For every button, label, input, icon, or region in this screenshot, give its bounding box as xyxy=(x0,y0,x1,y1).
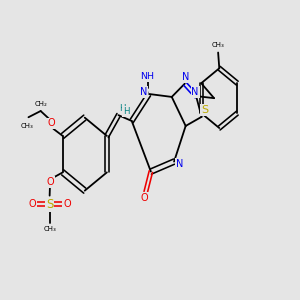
Text: N: N xyxy=(182,72,189,82)
Text: H: H xyxy=(123,107,129,116)
Text: CH₂: CH₂ xyxy=(35,100,48,106)
Text: CH₃: CH₃ xyxy=(43,226,56,232)
Text: S: S xyxy=(46,198,53,211)
Text: N: N xyxy=(191,87,199,97)
Text: O: O xyxy=(47,118,55,128)
Text: CH₃: CH₃ xyxy=(21,123,33,129)
Text: CH₃: CH₃ xyxy=(212,43,224,49)
Text: H: H xyxy=(119,103,125,112)
Text: S: S xyxy=(201,105,208,115)
Text: O: O xyxy=(63,199,71,209)
Text: O: O xyxy=(28,199,36,209)
Text: NH: NH xyxy=(140,72,154,81)
Text: N: N xyxy=(140,87,148,97)
Text: N: N xyxy=(176,159,183,169)
Text: O: O xyxy=(46,177,54,187)
Text: O: O xyxy=(141,193,148,203)
